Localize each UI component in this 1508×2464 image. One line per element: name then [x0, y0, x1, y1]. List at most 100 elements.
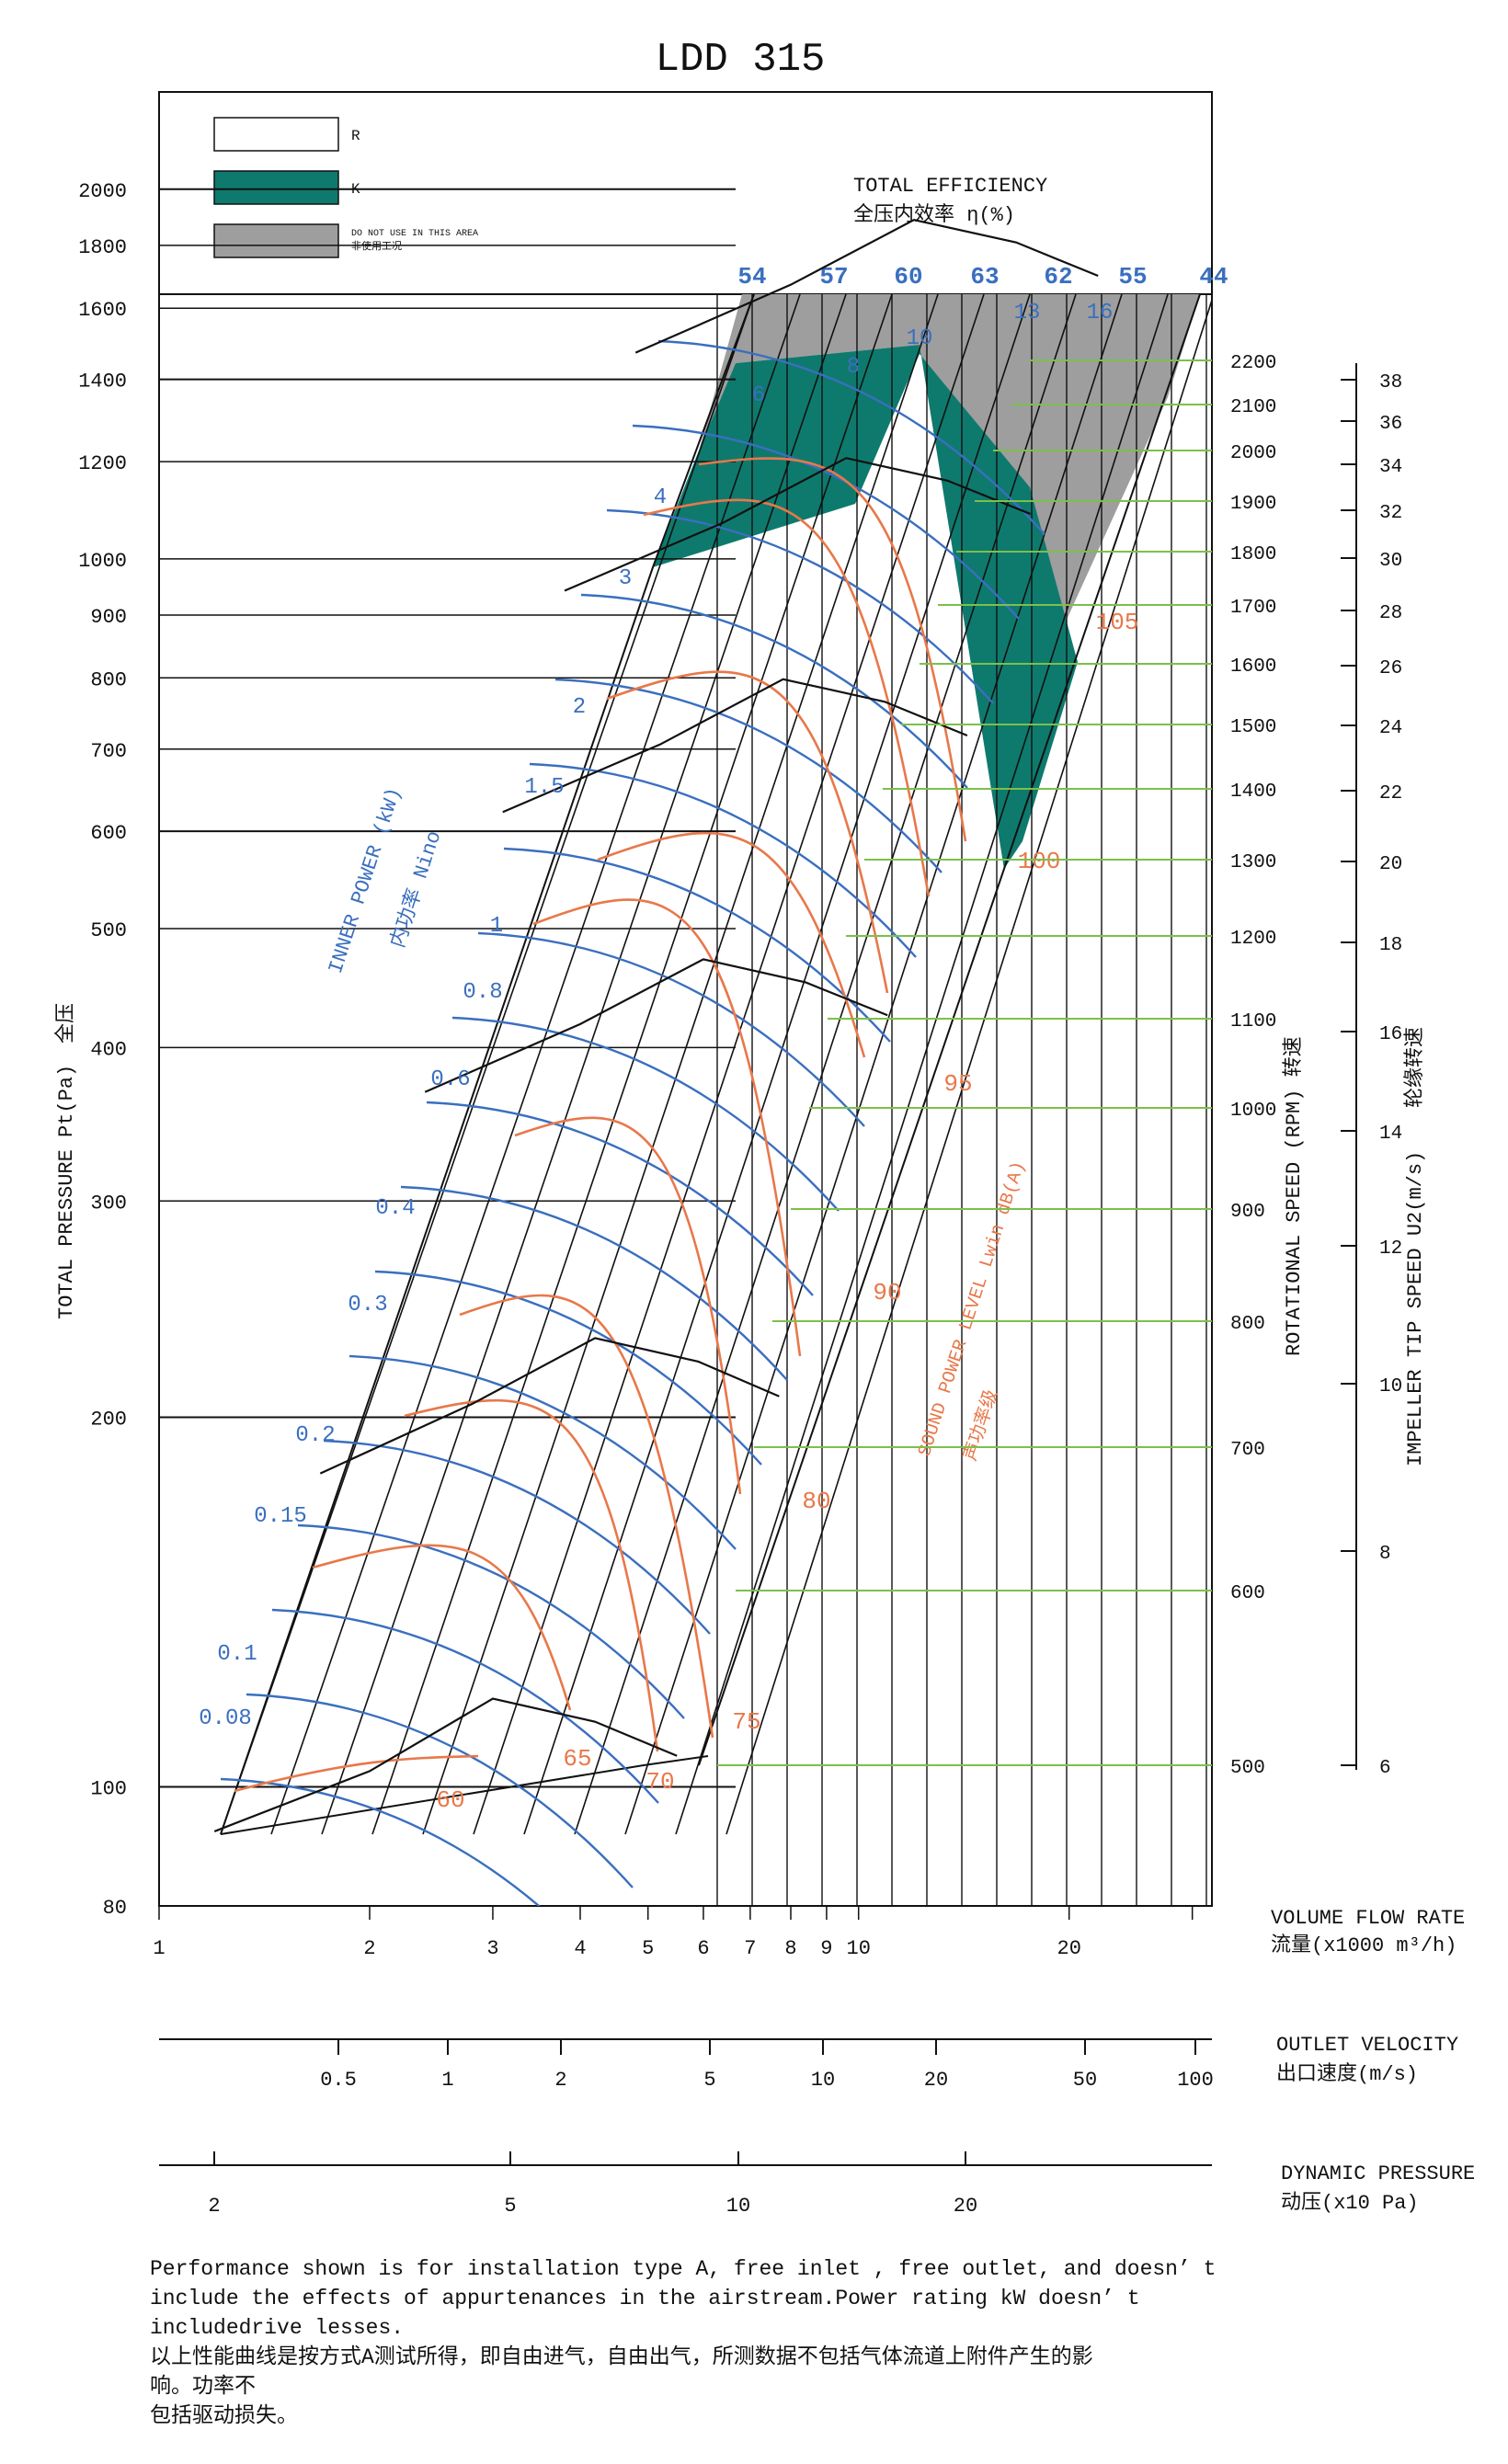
x-tick-label: 1	[153, 1937, 165, 1960]
y-tick-label: 500	[90, 919, 127, 942]
area-do-not-use	[699, 294, 1200, 869]
power-value: 0.1	[217, 1642, 257, 1667]
power-value: 4	[654, 485, 667, 510]
power-value: 1.5	[524, 775, 564, 800]
sound-value: 70	[645, 1768, 674, 1796]
grid-diagonal	[574, 293, 1077, 1835]
power-curve	[271, 1608, 659, 1804]
outlet-velocity-tick-label: 1	[441, 2069, 453, 2092]
tip-speed-tick-label: 30	[1379, 551, 1402, 572]
rpm-tick-label: 2100	[1230, 397, 1276, 418]
power-value: 10	[907, 326, 933, 351]
power-value: 8	[847, 355, 860, 380]
tip-speed-tick-label: 22	[1379, 783, 1402, 804]
power-curve	[606, 508, 994, 704]
grid-diagonal	[270, 293, 801, 1835]
rpm-curve	[564, 457, 1031, 592]
x-axis-label-cn: 流量(x1000 m³/h)	[1271, 1934, 1457, 1957]
sound-value: 60	[436, 1786, 464, 1814]
rpm-curves	[213, 219, 1099, 1832]
efficiency-title-cn: 全压内效率 η(%)	[853, 203, 1015, 227]
rpm-curve	[213, 1697, 678, 1832]
sound-value: 80	[802, 1488, 830, 1515]
legend-label: DO NOT USE IN THIS AREA	[351, 229, 478, 239]
outlet-velocity-tick-label: 0.5	[320, 2069, 357, 2092]
dynamic-pressure-tick-label: 2	[208, 2195, 220, 2218]
y-tick-label: 800	[90, 668, 127, 691]
outlet-velocity-tick-label: 20	[924, 2069, 948, 2092]
grid-diagonal	[371, 293, 893, 1835]
dynamic-pressure-tick-label: 20	[954, 2195, 977, 2218]
tip-speed-tick-label: 6	[1379, 1758, 1391, 1779]
chart-title: LDD 315	[656, 37, 826, 83]
x-tick-label: 8	[784, 1937, 796, 1960]
efficiency-value: 55	[1118, 263, 1147, 291]
power-value: 3	[619, 566, 632, 591]
sound-value: 75	[732, 1708, 760, 1736]
sound-curve	[643, 498, 931, 897]
tip-speed-tick-label: 14	[1379, 1124, 1402, 1145]
x-tick-label: 5	[642, 1937, 654, 1960]
legend-label: R	[351, 128, 360, 144]
rpm-tick-label: 900	[1230, 1202, 1265, 1223]
tip-speed-tick-label: 16	[1379, 1024, 1402, 1045]
tip-speed-tick-label: 18	[1379, 935, 1402, 956]
rpm-tick-label: 1200	[1230, 929, 1276, 950]
rpm-curve	[634, 219, 1099, 354]
footnote-line: Performance shown is for installation ty…	[150, 2257, 1217, 2281]
efficiency-value: 54	[737, 263, 766, 291]
rpm-tick-label: 1100	[1230, 1011, 1276, 1032]
power-value: 0.4	[375, 1196, 415, 1221]
rpm-tick-label: 2200	[1230, 353, 1276, 374]
power-value: 0.08	[199, 1706, 252, 1731]
x-tick-label: 20	[1057, 1937, 1081, 1960]
power-curve	[323, 1439, 711, 1635]
rpm-tick-label: 600	[1230, 1583, 1265, 1604]
tip-speed-axis-label: IMPELLER TIP SPEED U2(m/s)	[1404, 1151, 1427, 1466]
sound-curve	[234, 1754, 479, 1793]
rpm-tick-label: 500	[1230, 1758, 1265, 1779]
efficiency-value: 63	[970, 263, 999, 291]
power-curve	[632, 424, 1020, 620]
power-curve	[348, 1354, 737, 1550]
y-tick-label: 600	[90, 822, 127, 845]
y-tick-label: 1200	[78, 452, 127, 475]
outlet-velocity-tick-label: 10	[811, 2069, 835, 2092]
sound-curves	[234, 457, 967, 1793]
outlet-velocity-tick-label: 100	[1177, 2069, 1214, 2092]
tip-speed-axis-label-cn: 轮缘转速	[1403, 1027, 1427, 1108]
footnote-line: includedrive lesses.	[150, 2316, 405, 2340]
power-curve	[451, 1016, 840, 1212]
y-tick-label: 80	[103, 1897, 127, 1920]
inner-power-label-cn: 内功率 Nino	[386, 828, 447, 952]
x-tick-label: 3	[486, 1937, 498, 1960]
footnote-line: 包括驱动损失。	[150, 2404, 298, 2428]
sound-curve	[312, 1544, 572, 1711]
power-value: 6	[752, 383, 765, 408]
power-curve	[220, 1777, 541, 1906]
legend-label-cn: 非使用工况	[351, 240, 402, 253]
efficiency-value: 44	[1199, 263, 1228, 291]
y-axis-label-cn: 全压	[54, 1003, 78, 1044]
x-tick-label: 2	[363, 1937, 375, 1960]
power-curve	[400, 1185, 788, 1381]
tip-speed-tick-label: 8	[1379, 1544, 1391, 1565]
power-value: 0.8	[463, 980, 502, 1005]
sound-value: 105	[1096, 609, 1139, 636]
rpm-tick-label: 700	[1230, 1440, 1265, 1461]
y-axis-label: TOTAL PRESSURE Pt(Pa)	[55, 1065, 78, 1319]
footnote-line: 以上性能曲线是按方式A测试所得，即自由进气，自由出气，所测数据不包括气体流道上附…	[150, 2345, 1093, 2369]
inner-power-label: INNER POWER (kW)	[325, 785, 406, 977]
rpm-tick-label: 1800	[1230, 544, 1276, 565]
y-tick-label: 1400	[78, 371, 127, 394]
sound-curve	[532, 898, 802, 1357]
power-value: 16	[1087, 301, 1114, 325]
y-tick-label: 700	[90, 740, 127, 763]
power-value: 0.2	[295, 1423, 335, 1448]
y-tick-label: 2000	[78, 180, 127, 203]
operating-areas	[653, 294, 1200, 869]
legend-swatch-white	[213, 117, 339, 152]
